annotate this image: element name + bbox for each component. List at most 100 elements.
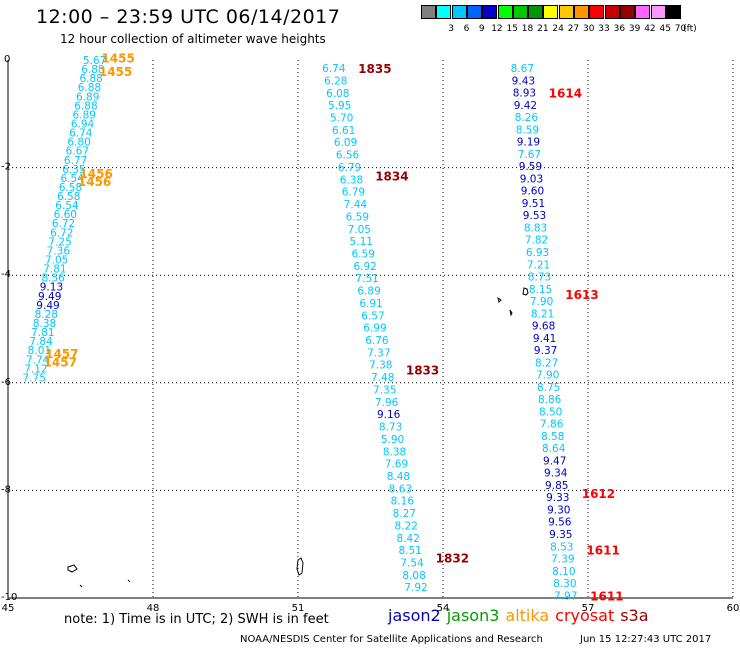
wave-height-value: 6.72 [52, 218, 75, 230]
wave-height-value: 7.36 [47, 245, 71, 257]
legend-swatch [604, 5, 620, 19]
wave-height-value: 9.13 [40, 282, 63, 294]
wave-height-value: 6.79 [342, 187, 365, 199]
longitude-tick-label: 60 [727, 603, 740, 614]
wave-height-value: 8.27 [535, 357, 558, 369]
wave-height-value: 5.95 [328, 100, 351, 112]
legend-label: 24 [552, 24, 564, 34]
wave-height-value: 6.99 [363, 323, 386, 335]
wave-height-value: 6.89 [357, 286, 380, 298]
wave-height-value: 7.21 [527, 259, 550, 271]
wave-height-value: 8.08 [402, 570, 425, 582]
pass-time-label: 1456 [78, 175, 111, 189]
wave-height-value: 9.47 [543, 455, 566, 467]
legend-swatch [635, 5, 651, 19]
wave-height-value: 8.64 [542, 443, 566, 455]
comoros-island-3 [127, 579, 131, 583]
longitude-tick-label: 57 [582, 603, 595, 614]
wave-height-value: 8.22 [395, 520, 418, 532]
longitude-tick-label: 45 [2, 603, 15, 614]
legend-swatch [543, 5, 559, 19]
wave-height-value: 7.96 [375, 397, 399, 409]
wave-height-value: 6.88 [74, 100, 97, 112]
pass-time-label: 1832 [436, 552, 469, 566]
wave-height-value: 9.43 [512, 75, 535, 87]
wave-height-value: 7.48 [371, 372, 394, 384]
latitude-tick-label: 0 [4, 54, 10, 65]
wave-height-value: 8.21 [531, 308, 554, 320]
wave-height-value: 6.54 [55, 200, 79, 212]
coral-island [522, 287, 529, 296]
legend-swatch [436, 5, 452, 19]
wave-height-value: 6.59 [352, 248, 375, 260]
longitude-tick-label: 54 [437, 603, 450, 614]
wave-height-value: 8.15 [529, 284, 552, 296]
wave-height-value: 8.56 [41, 273, 65, 285]
legend-label: 39 [628, 24, 641, 34]
legend-swatch [497, 5, 513, 19]
pass-time-label: 1457 [45, 347, 78, 361]
wave-height-value: 8.48 [387, 471, 410, 483]
latitude-tick-label: -8 [1, 484, 11, 495]
wave-height-value: 7.75 [23, 372, 46, 384]
wave-height-value: 7.38 [369, 360, 392, 372]
wave-height-value: 9.03 [520, 173, 543, 185]
wave-height-value: 6.59 [346, 211, 369, 223]
wave-height-value: 6.74 [69, 128, 93, 140]
credit-text: NOAA/NESDIS Center for Satellite Applica… [240, 634, 543, 645]
legend-swatch [421, 5, 436, 19]
wave-height-value: 7.67 [518, 149, 541, 161]
wave-height-value: 7.81 [31, 327, 54, 339]
units-note: note: 1) Time is in UTC; 2) SWH is in fe… [64, 612, 329, 627]
wave-height-value: 9.51 [522, 198, 545, 210]
wave-height-value: 8.93 [513, 88, 536, 100]
wave-height-value: 5.11 [350, 236, 373, 248]
pass-time-label: 1613 [565, 288, 598, 302]
legend-label: 21 [537, 24, 549, 34]
wave-height-value: 8.16 [391, 496, 415, 508]
wave-height-value: 9.19 [517, 137, 540, 149]
wave-height-value: 8.38 [33, 318, 56, 330]
wave-height-value: 6.60 [54, 209, 77, 221]
wave-height-value: 8.50 [539, 406, 562, 418]
wave-height-value: 7.69 [385, 459, 408, 471]
wave-height-value: 6.08 [326, 88, 349, 100]
legend-label: 18 [521, 24, 534, 34]
wave-height-value: 7.97 [554, 590, 577, 602]
wave-height-value: 6.91 [359, 298, 382, 310]
legend-swatch [482, 5, 498, 19]
legend-swatch [650, 5, 666, 19]
legend-label: 45 [659, 24, 671, 34]
wave-height-value: 6.56 [336, 150, 360, 162]
wave-height-value: 6.67 [66, 146, 89, 158]
legend-label: 70 [674, 24, 687, 34]
wave-height-value: 9.33 [546, 492, 569, 504]
pass-time-label: 1455 [99, 65, 132, 79]
wave-height-value: 8.30 [553, 578, 576, 590]
mahe-island [497, 296, 502, 303]
wave-height-value: 6.61 [332, 125, 355, 137]
wave-height-value: 9.35 [549, 529, 572, 541]
wave-height-value: 7.90 [530, 296, 553, 308]
wave-height-value: 8.59 [516, 124, 539, 136]
axis-labels: 45 48 51 54 57 60 0 -2 -4 -6 -8 -10 [1, 54, 739, 614]
wave-height-value: 8.83 [524, 222, 547, 234]
wave-height-value: 6.89 [73, 109, 96, 121]
longitude-tick-label: 48 [147, 603, 160, 614]
wave-height-value: 6.57 [361, 310, 384, 322]
wave-height-value: 6.80 [67, 137, 90, 149]
wave-height-value: 6.79 [338, 162, 361, 174]
wave-height-value: 7.90 [536, 370, 559, 382]
legend-label: 12 [491, 24, 503, 34]
aldabra-island [296, 557, 304, 576]
wave-height-value: 8.86 [538, 394, 562, 406]
legend-label: 36 [613, 24, 626, 34]
wave-height-value: 9.42 [514, 100, 537, 112]
wave-height-value: 8.28 [35, 309, 58, 321]
wave-height-value: 6.94 [71, 118, 95, 130]
latitude-tick-label: -2 [1, 162, 11, 173]
legend-label: 27 [567, 24, 580, 34]
wave-height-value: 6.54 [60, 173, 84, 185]
legend-unit: (ft) [683, 24, 697, 34]
